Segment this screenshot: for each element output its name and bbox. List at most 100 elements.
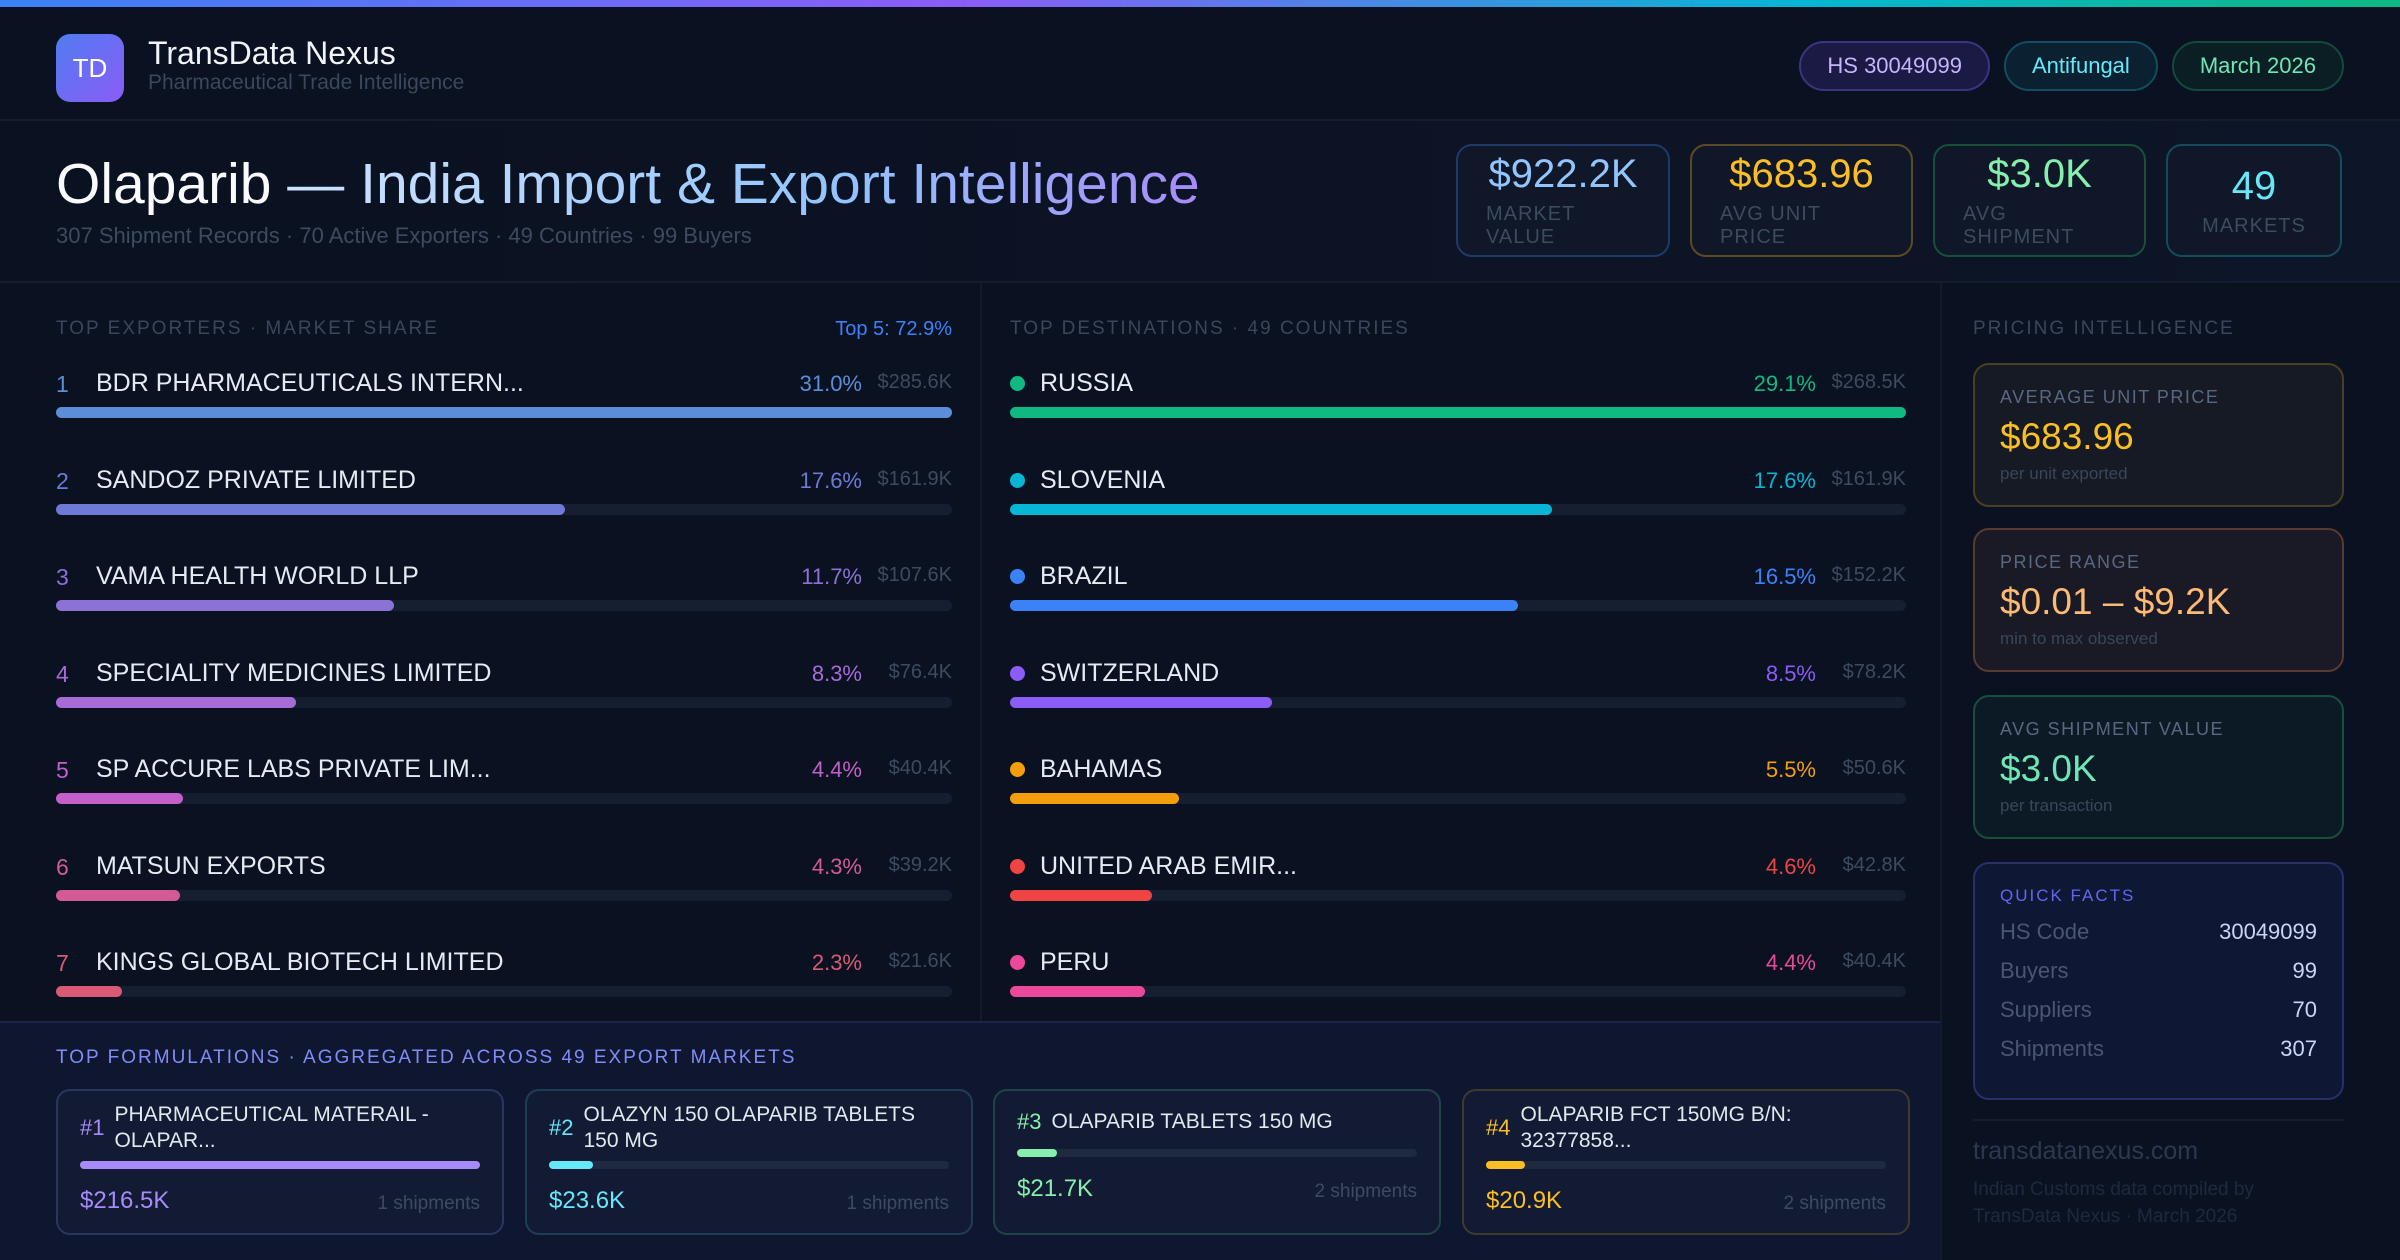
quick-facts-card: QUICK FACTS HS Code 30049099 Buyers 99 Suppl… <box>1973 862 2344 1100</box>
page-subtitle: 307 Shipment Records · 70 Active Exporte… <box>56 223 752 248</box>
exporter-name: SP ACCURE LABS PRIVATE LIM... <box>96 755 491 783</box>
pricing-card: AVERAGE UNIT PRICE $683.96 per unit export… <box>1973 363 2344 507</box>
destinations-panel: TOP DESTINATIONS · 49 COUNTRIES RUSSIA 29… <box>1010 283 1906 1021</box>
formulation-name: OLAZYN 150 OLAPARIB TABLETS 150 MG <box>583 1103 915 1152</box>
app-header: TD TransData Nexus Pharmaceutical Trade … <box>0 7 2400 121</box>
pricing-heading: PRICING INTELLIGENCE <box>1973 318 2235 339</box>
rank-number: 4 <box>56 660 69 687</box>
destination-row[interactable]: PERU 4.4% $40.4K <box>1010 948 1906 1010</box>
kpi-card: $3.0K AVG SHIPMENT <box>1933 144 2146 257</box>
formulation-shipments: 1 shipments <box>846 1193 949 1214</box>
destination-row[interactable]: RUSSIA 29.1% $268.5K <box>1010 369 1906 431</box>
formulation-title: #3 OLAPARIB TABLETS 150 MG <box>1017 1109 1417 1135</box>
formulation-name: PHARMACEUTICAL MATERAIL - OLAPAR... <box>114 1103 429 1152</box>
share-bar-fill <box>1010 600 1519 611</box>
trade-value: $161.9K <box>1831 467 1906 490</box>
share-bar-fill <box>1010 407 1906 418</box>
formulation-bar <box>80 1161 480 1169</box>
pricing-card-value: $683.96 <box>2000 416 2134 457</box>
trade-value: $285.6K <box>877 371 952 393</box>
fact-row: Shipments 307 <box>2000 1036 2317 1062</box>
formulation-card[interactable]: #2 OLAZYN 150 OLAPARIB TABLETS 150 MG $23.… <box>525 1089 973 1235</box>
kpi-value: $683.96 <box>1729 152 1874 196</box>
kpi-value: $922.2K <box>1488 152 1638 196</box>
formulation-rank: #2 <box>549 1115 574 1140</box>
country-name: UNITED ARAB EMIR... <box>1040 851 1297 880</box>
fact-value: 70 <box>2292 997 2317 1022</box>
badge-1[interactable]: Antifungal <box>2003 41 2158 91</box>
share-bar <box>1010 600 1906 611</box>
formulation-card[interactable]: #1 PHARMACEUTICAL MATERAIL - OLAPAR... $21… <box>56 1089 504 1235</box>
share-percent: 17.6% <box>1753 467 1816 493</box>
destinations-heading: TOP DESTINATIONS · 49 COUNTRIES <box>1010 318 1410 339</box>
formulation-title: #4 OLAPARIB FCT 150MG B/N: 32377858... <box>1486 1103 1886 1152</box>
exporter-name: SANDOZ PRIVATE LIMITED <box>96 465 416 494</box>
site-domain[interactable]: transdatanexus.com <box>1973 1137 2199 1165</box>
exporter-name: BDR PHARMACEUTICALS INTERN... <box>96 369 524 397</box>
rank-number: 5 <box>56 757 69 783</box>
fact-key: Shipments <box>2000 1036 2104 1061</box>
share-bar-fill <box>56 793 184 804</box>
formulation-bar-fill <box>80 1161 480 1169</box>
formulation-shipments: 2 shipments <box>1314 1181 1417 1202</box>
destination-row[interactable]: SLOVENIA 17.6% $161.9K <box>1010 465 1906 528</box>
data-credit: Indian Customs data compiled by TransDat… <box>1973 1179 2254 1227</box>
trade-value: $161.9K <box>877 467 952 490</box>
exporter-row[interactable]: 2 SANDOZ PRIVATE LIMITED 17.6% $161.9K <box>56 465 952 528</box>
destination-row[interactable]: UNITED ARAB EMIR... 4.6% $42.8K <box>1010 851 1906 914</box>
country-dot-icon <box>1010 762 1025 777</box>
exporter-row[interactable]: 7 KINGS GLOBAL BIOTECH LIMITED 2.3% $21.6K <box>56 948 952 1010</box>
trade-value: $107.6K <box>877 564 952 586</box>
share-percent: 11.7% <box>801 564 862 589</box>
formulation-shipments: 2 shipments <box>1783 1193 1886 1214</box>
pricing-card-value: $3.0K <box>2000 748 2097 789</box>
formulation-bar <box>549 1161 949 1169</box>
share-bar-fill <box>56 503 565 515</box>
fact-row: HS Code 30049099 <box>2000 919 2317 945</box>
formulation-bar-fill <box>1486 1161 1525 1169</box>
share-bar <box>56 793 952 804</box>
destination-row[interactable]: SWITZERLAND 8.5% $78.2K <box>1010 659 1906 721</box>
share-bar <box>1010 793 1906 804</box>
rank-number: 3 <box>56 564 69 590</box>
trade-value: $42.8K <box>1842 853 1906 876</box>
exporter-row[interactable]: 6 MATSUN EXPORTS 4.3% $39.2K <box>56 852 952 914</box>
badge-2[interactable]: March 2026 <box>2171 41 2344 91</box>
share-bar-fill <box>1010 889 1152 901</box>
trade-value: $40.4K <box>1842 950 1906 972</box>
formulation-card[interactable]: #4 OLAPARIB FCT 150MG B/N: 32377858... $20… <box>1462 1089 1910 1235</box>
kpi-value: 49 <box>2231 163 2277 208</box>
destination-row[interactable]: BAHAMAS 5.5% $50.6K <box>1010 755 1906 817</box>
brand-name: TransData Nexus <box>148 35 396 71</box>
fact-row: Buyers 99 <box>2000 958 2317 984</box>
share-percent: 16.5% <box>1753 564 1816 589</box>
rank-number: 6 <box>56 853 69 880</box>
exporter-row[interactable]: 3 VAMA HEALTH WORLD LLP 11.7% $107.6K <box>56 562 952 624</box>
badge-0[interactable]: HS 30049099 <box>1799 41 1990 91</box>
trade-value: $76.4K <box>888 660 952 683</box>
fact-value: 99 <box>2292 958 2317 983</box>
trade-value: $39.2K <box>888 853 952 876</box>
country-dot-icon <box>1010 955 1025 970</box>
pricing-card-sub: per unit exported <box>2000 464 2128 483</box>
exporter-row[interactable]: 4 SPECIALITY MEDICINES LIMITED 8.3% $76.4K <box>56 659 952 721</box>
share-percent: 4.6% <box>1765 853 1816 879</box>
trade-value: $40.4K <box>888 757 952 779</box>
exporter-row[interactable]: 1 BDR PHARMACEUTICALS INTERN... 31.0% $285.… <box>56 369 952 431</box>
formulation-rank: #4 <box>1486 1115 1511 1140</box>
share-bar-fill <box>56 889 181 901</box>
country-name: SLOVENIA <box>1040 465 1166 494</box>
rank-number: 2 <box>56 467 69 494</box>
share-bar <box>1010 986 1906 997</box>
formulation-bar-fill <box>1017 1149 1058 1157</box>
formulation-card[interactable]: #3 OLAPARIB TABLETS 150 MG $21.7K 2 shipmen… <box>993 1089 1441 1235</box>
fact-value: 307 <box>2280 1036 2317 1061</box>
trade-value: $21.6K <box>888 950 952 972</box>
share-percent: 17.6% <box>799 467 862 493</box>
destination-row[interactable]: BRAZIL 16.5% $152.2K <box>1010 562 1906 624</box>
exporters-heading: TOP EXPORTERS · MARKET SHARE <box>56 318 439 339</box>
exporter-row[interactable]: 5 SP ACCURE LABS PRIVATE LIM... 4.4% $40.4K <box>56 755 952 817</box>
formulation-bar <box>1486 1161 1886 1169</box>
exporter-name: VAMA HEALTH WORLD LLP <box>96 562 419 590</box>
top5-summary: Top 5: 72.9% <box>835 318 952 340</box>
